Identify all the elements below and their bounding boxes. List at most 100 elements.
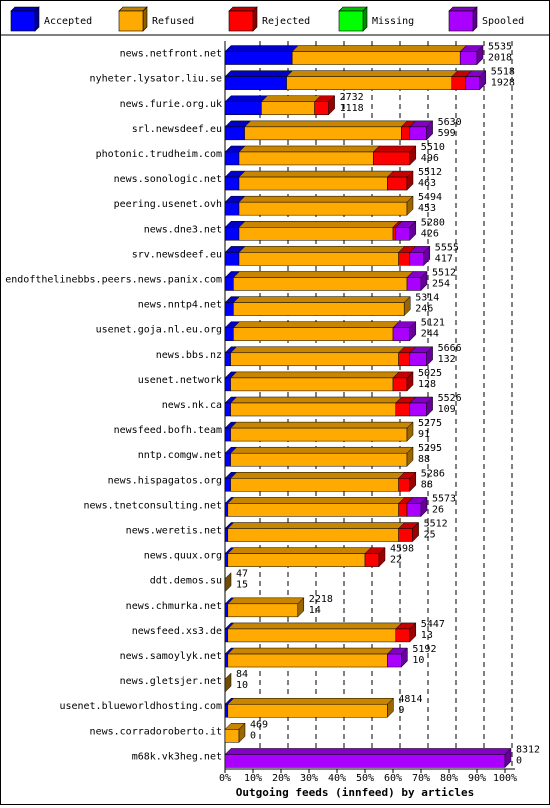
bar-segment — [406, 277, 422, 291]
accepted-label: 453 — [418, 203, 436, 214]
bar-side — [409, 145, 417, 166]
total-label: 5512 — [432, 267, 456, 278]
bar-segment — [392, 227, 397, 241]
bar-segment — [224, 703, 229, 718]
bar-segment — [224, 729, 240, 743]
bar-segment-top — [229, 396, 403, 404]
accepted-label: 417 — [435, 253, 453, 264]
bar-segment — [227, 628, 397, 643]
row-label: news.nk.ca — [162, 400, 222, 411]
total-label: 2732 — [340, 92, 364, 103]
legend-swatch-side — [472, 6, 478, 32]
bar-segment — [291, 51, 461, 65]
bar-segment-top — [232, 271, 414, 278]
total-label: 5526 — [438, 393, 462, 404]
bar-side — [378, 547, 386, 568]
bar-segment — [409, 402, 427, 417]
bar-segment — [392, 327, 411, 341]
bar-segment-top — [291, 45, 467, 52]
total-label: 4598 — [390, 544, 414, 555]
bar-segment — [406, 503, 422, 517]
bar-segment — [238, 176, 388, 191]
bar-segment — [224, 528, 229, 542]
bar-segment-top — [229, 421, 414, 429]
bar-segment — [364, 553, 380, 567]
accepted-label: 15 — [236, 580, 248, 591]
accepted-label: 1928 — [491, 78, 515, 89]
bar-segment — [224, 277, 234, 291]
row-label: news.hispagatos.org — [108, 475, 222, 486]
accepted-label: 132 — [438, 354, 456, 365]
row-label: photonic.trudheim.com — [96, 149, 222, 160]
bar-segment-top — [227, 497, 406, 504]
accepted-label: 25 — [424, 530, 436, 541]
bar-segment — [451, 76, 467, 90]
total-label: 5535 — [488, 42, 512, 53]
row-label: peering.usenet.ovh — [114, 199, 222, 210]
bar-segment — [224, 603, 229, 618]
legend-swatch — [338, 10, 364, 32]
bar-side — [426, 120, 433, 141]
bar-side — [406, 421, 414, 442]
accepted-label: 10 — [412, 655, 424, 666]
accepted-label: 0 — [250, 730, 256, 741]
row-label: news.bbs.nz — [156, 350, 222, 361]
bar-segment — [401, 126, 411, 141]
accepted-label: 10 — [236, 680, 248, 691]
accepted-label: 496 — [421, 153, 439, 164]
row-label: nntp.comgw.net — [138, 450, 222, 461]
bar-side — [403, 295, 411, 317]
bar-side — [423, 245, 431, 266]
bar-segment — [224, 327, 234, 341]
row-label: news.dne3.net — [144, 224, 222, 235]
bar-segment — [395, 628, 411, 643]
bar-side — [297, 597, 305, 618]
bar-segment-top — [224, 95, 269, 103]
bar-segment — [224, 628, 229, 643]
bar-segment — [227, 703, 388, 718]
accepted-label: 1118 — [340, 103, 364, 114]
legend-swatch-side — [34, 6, 40, 32]
bar-segment — [224, 452, 231, 467]
total-label: 5512 — [418, 167, 442, 178]
legend-label: Rejected — [262, 16, 310, 27]
total-label: 84 — [236, 669, 248, 680]
row-label: news.sonologic.net — [114, 174, 222, 185]
legend-label: Refused — [152, 16, 194, 27]
bar-segment — [314, 101, 329, 116]
bar-segment-top — [229, 371, 400, 379]
bar-side — [409, 471, 417, 492]
row-label: usenet.goja.nl.eu.org — [96, 325, 222, 336]
bar-segment-top — [227, 522, 406, 529]
bar-side — [409, 220, 417, 241]
x-tick-label: 20% — [272, 773, 290, 784]
bar-segment — [238, 252, 399, 266]
bar-segment — [224, 76, 287, 90]
bar-segment — [233, 302, 405, 316]
accepted-label: 13 — [421, 630, 433, 641]
bar-segment — [224, 427, 231, 442]
bar-segment — [398, 352, 411, 367]
bar-side — [328, 95, 335, 116]
bar-segment — [230, 427, 408, 442]
accepted-label: 26 — [432, 504, 444, 515]
row-label: newsfeed.bofh.team — [114, 425, 222, 436]
bar-segment-top — [229, 446, 414, 454]
total-label: 5286 — [421, 468, 445, 479]
bar-segment — [409, 352, 427, 367]
bar-segment — [224, 352, 231, 367]
x-axis-label: Outgoing feeds (innfeed) by articles — [236, 786, 474, 799]
row-label: newsfeed.xs3.de — [132, 626, 222, 637]
bar-segment-top — [227, 622, 403, 630]
total-label: 5666 — [438, 343, 462, 354]
accepted-label: 0 — [516, 755, 522, 766]
bar-segment — [224, 302, 234, 316]
bar-segment — [230, 402, 397, 417]
bar-side — [420, 496, 428, 518]
legend-swatch-side — [142, 6, 148, 32]
total-label: 5510 — [421, 142, 445, 153]
total-label: 47 — [236, 569, 248, 580]
bar-segment — [395, 402, 411, 417]
